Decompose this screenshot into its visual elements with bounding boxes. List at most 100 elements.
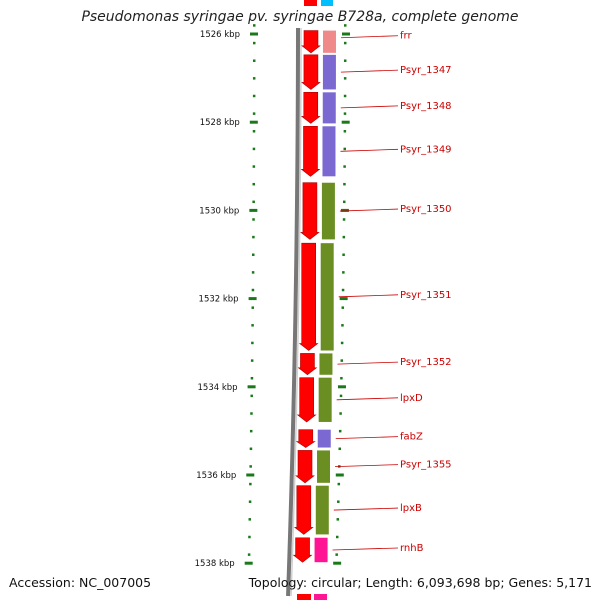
minor-tick bbox=[340, 376, 343, 380]
minor-tick bbox=[252, 77, 256, 80]
minor-tick bbox=[252, 24, 256, 27]
major-tick bbox=[246, 473, 255, 477]
tick-label: 1526 kbp bbox=[200, 30, 240, 40]
label-leader bbox=[340, 69, 399, 73]
minor-tick bbox=[342, 235, 346, 239]
minor-tick bbox=[336, 518, 340, 521]
minor-tick bbox=[252, 130, 256, 133]
minor-tick bbox=[342, 271, 345, 274]
cog-band bbox=[321, 0, 333, 6]
cog-track bbox=[314, 0, 336, 600]
minor-tick bbox=[335, 535, 339, 539]
minor-tick bbox=[340, 359, 344, 362]
tick-label: 1538 kbp bbox=[195, 559, 235, 569]
minor-tick bbox=[248, 518, 252, 521]
cog-band bbox=[322, 92, 336, 124]
cog-band bbox=[319, 353, 333, 375]
minor-tick bbox=[340, 341, 344, 345]
label-leader bbox=[340, 148, 399, 152]
minor-tick bbox=[337, 500, 340, 503]
cds-arrow bbox=[301, 30, 321, 54]
cog-band bbox=[322, 30, 336, 53]
cds-arrow bbox=[300, 182, 320, 240]
cds-strand-track bbox=[292, 0, 321, 600]
major-tick bbox=[337, 385, 346, 389]
tick-label: 1534 kbp bbox=[198, 383, 238, 393]
minor-tick bbox=[343, 200, 346, 204]
minor-tick bbox=[343, 77, 347, 80]
minor-tick bbox=[343, 24, 347, 27]
label-leader bbox=[333, 507, 399, 511]
gene-labels: frr Psyr_1347 Psyr_1348 Psyr_1349 Psyr_1350 P… bbox=[332, 31, 452, 554]
gene-label: lpxB bbox=[400, 503, 422, 514]
minor-tick bbox=[249, 429, 253, 433]
minor-tick bbox=[247, 553, 251, 556]
major-tick bbox=[339, 297, 348, 301]
minor-tick bbox=[342, 253, 345, 256]
label-leader bbox=[338, 294, 399, 298]
tick-label: 1528 kbp bbox=[200, 118, 240, 128]
cog-band bbox=[322, 54, 336, 90]
minor-tick bbox=[342, 218, 346, 221]
minor-tick bbox=[338, 429, 342, 433]
accession-text: Accession: NC_007005 bbox=[9, 575, 152, 590]
minor-tick bbox=[252, 235, 255, 239]
cds-arrow bbox=[292, 537, 313, 563]
minor-tick bbox=[249, 465, 252, 468]
gene-label: lpxD bbox=[400, 393, 423, 404]
cog-band bbox=[321, 182, 335, 240]
major-tick bbox=[340, 208, 349, 212]
minor-tick bbox=[249, 447, 253, 451]
major-tick bbox=[335, 473, 344, 477]
cog-band bbox=[317, 450, 331, 483]
minor-tick bbox=[343, 94, 347, 98]
minor-tick bbox=[343, 59, 347, 62]
label-leader bbox=[335, 436, 399, 440]
minor-tick bbox=[250, 359, 254, 362]
major-tick bbox=[249, 120, 258, 124]
gene-label: rnhB bbox=[400, 543, 424, 554]
minor-tick bbox=[343, 147, 347, 151]
minor-tick bbox=[251, 341, 254, 345]
major-tick bbox=[248, 297, 257, 301]
gene-label: Psyr_1350 bbox=[400, 204, 452, 215]
cds-arrow bbox=[297, 353, 318, 376]
major-tick bbox=[249, 32, 258, 36]
minor-tick bbox=[341, 288, 345, 292]
minor-tick bbox=[250, 394, 253, 398]
cog-band bbox=[315, 485, 329, 535]
major-tick bbox=[333, 561, 342, 565]
backbone-highlight bbox=[290, 27, 302, 597]
cds-arrow bbox=[300, 125, 321, 177]
minor-tick bbox=[341, 306, 345, 309]
cog-band bbox=[320, 243, 334, 351]
minor-tick bbox=[343, 112, 347, 115]
cds-arrow bbox=[295, 450, 315, 484]
minor-tick bbox=[343, 41, 347, 45]
cog-band bbox=[318, 377, 332, 422]
minor-tick bbox=[343, 182, 346, 186]
minor-tick bbox=[252, 41, 256, 45]
gene-label: fabZ bbox=[400, 432, 423, 443]
cog-band bbox=[314, 537, 328, 563]
minor-tick bbox=[248, 535, 251, 539]
cds-arrow bbox=[301, 54, 321, 90]
minor-tick bbox=[250, 376, 254, 380]
minor-tick bbox=[343, 130, 347, 133]
label-leader bbox=[332, 547, 399, 551]
minor-tick bbox=[339, 394, 343, 398]
cds-arrow bbox=[304, 0, 317, 6]
minor-tick bbox=[252, 218, 255, 221]
minor-tick bbox=[252, 253, 255, 256]
cog-band bbox=[322, 126, 336, 177]
minor-tick bbox=[251, 324, 254, 327]
minor-tick bbox=[251, 306, 255, 309]
minor-tick bbox=[248, 500, 252, 503]
cds-arrow bbox=[293, 485, 314, 535]
minor-tick bbox=[252, 182, 256, 186]
minor-tick bbox=[250, 412, 253, 415]
minor-tick bbox=[341, 324, 344, 327]
major-tick bbox=[247, 385, 256, 389]
label-leader bbox=[339, 208, 399, 212]
gene-label: Psyr_1351 bbox=[400, 290, 452, 301]
